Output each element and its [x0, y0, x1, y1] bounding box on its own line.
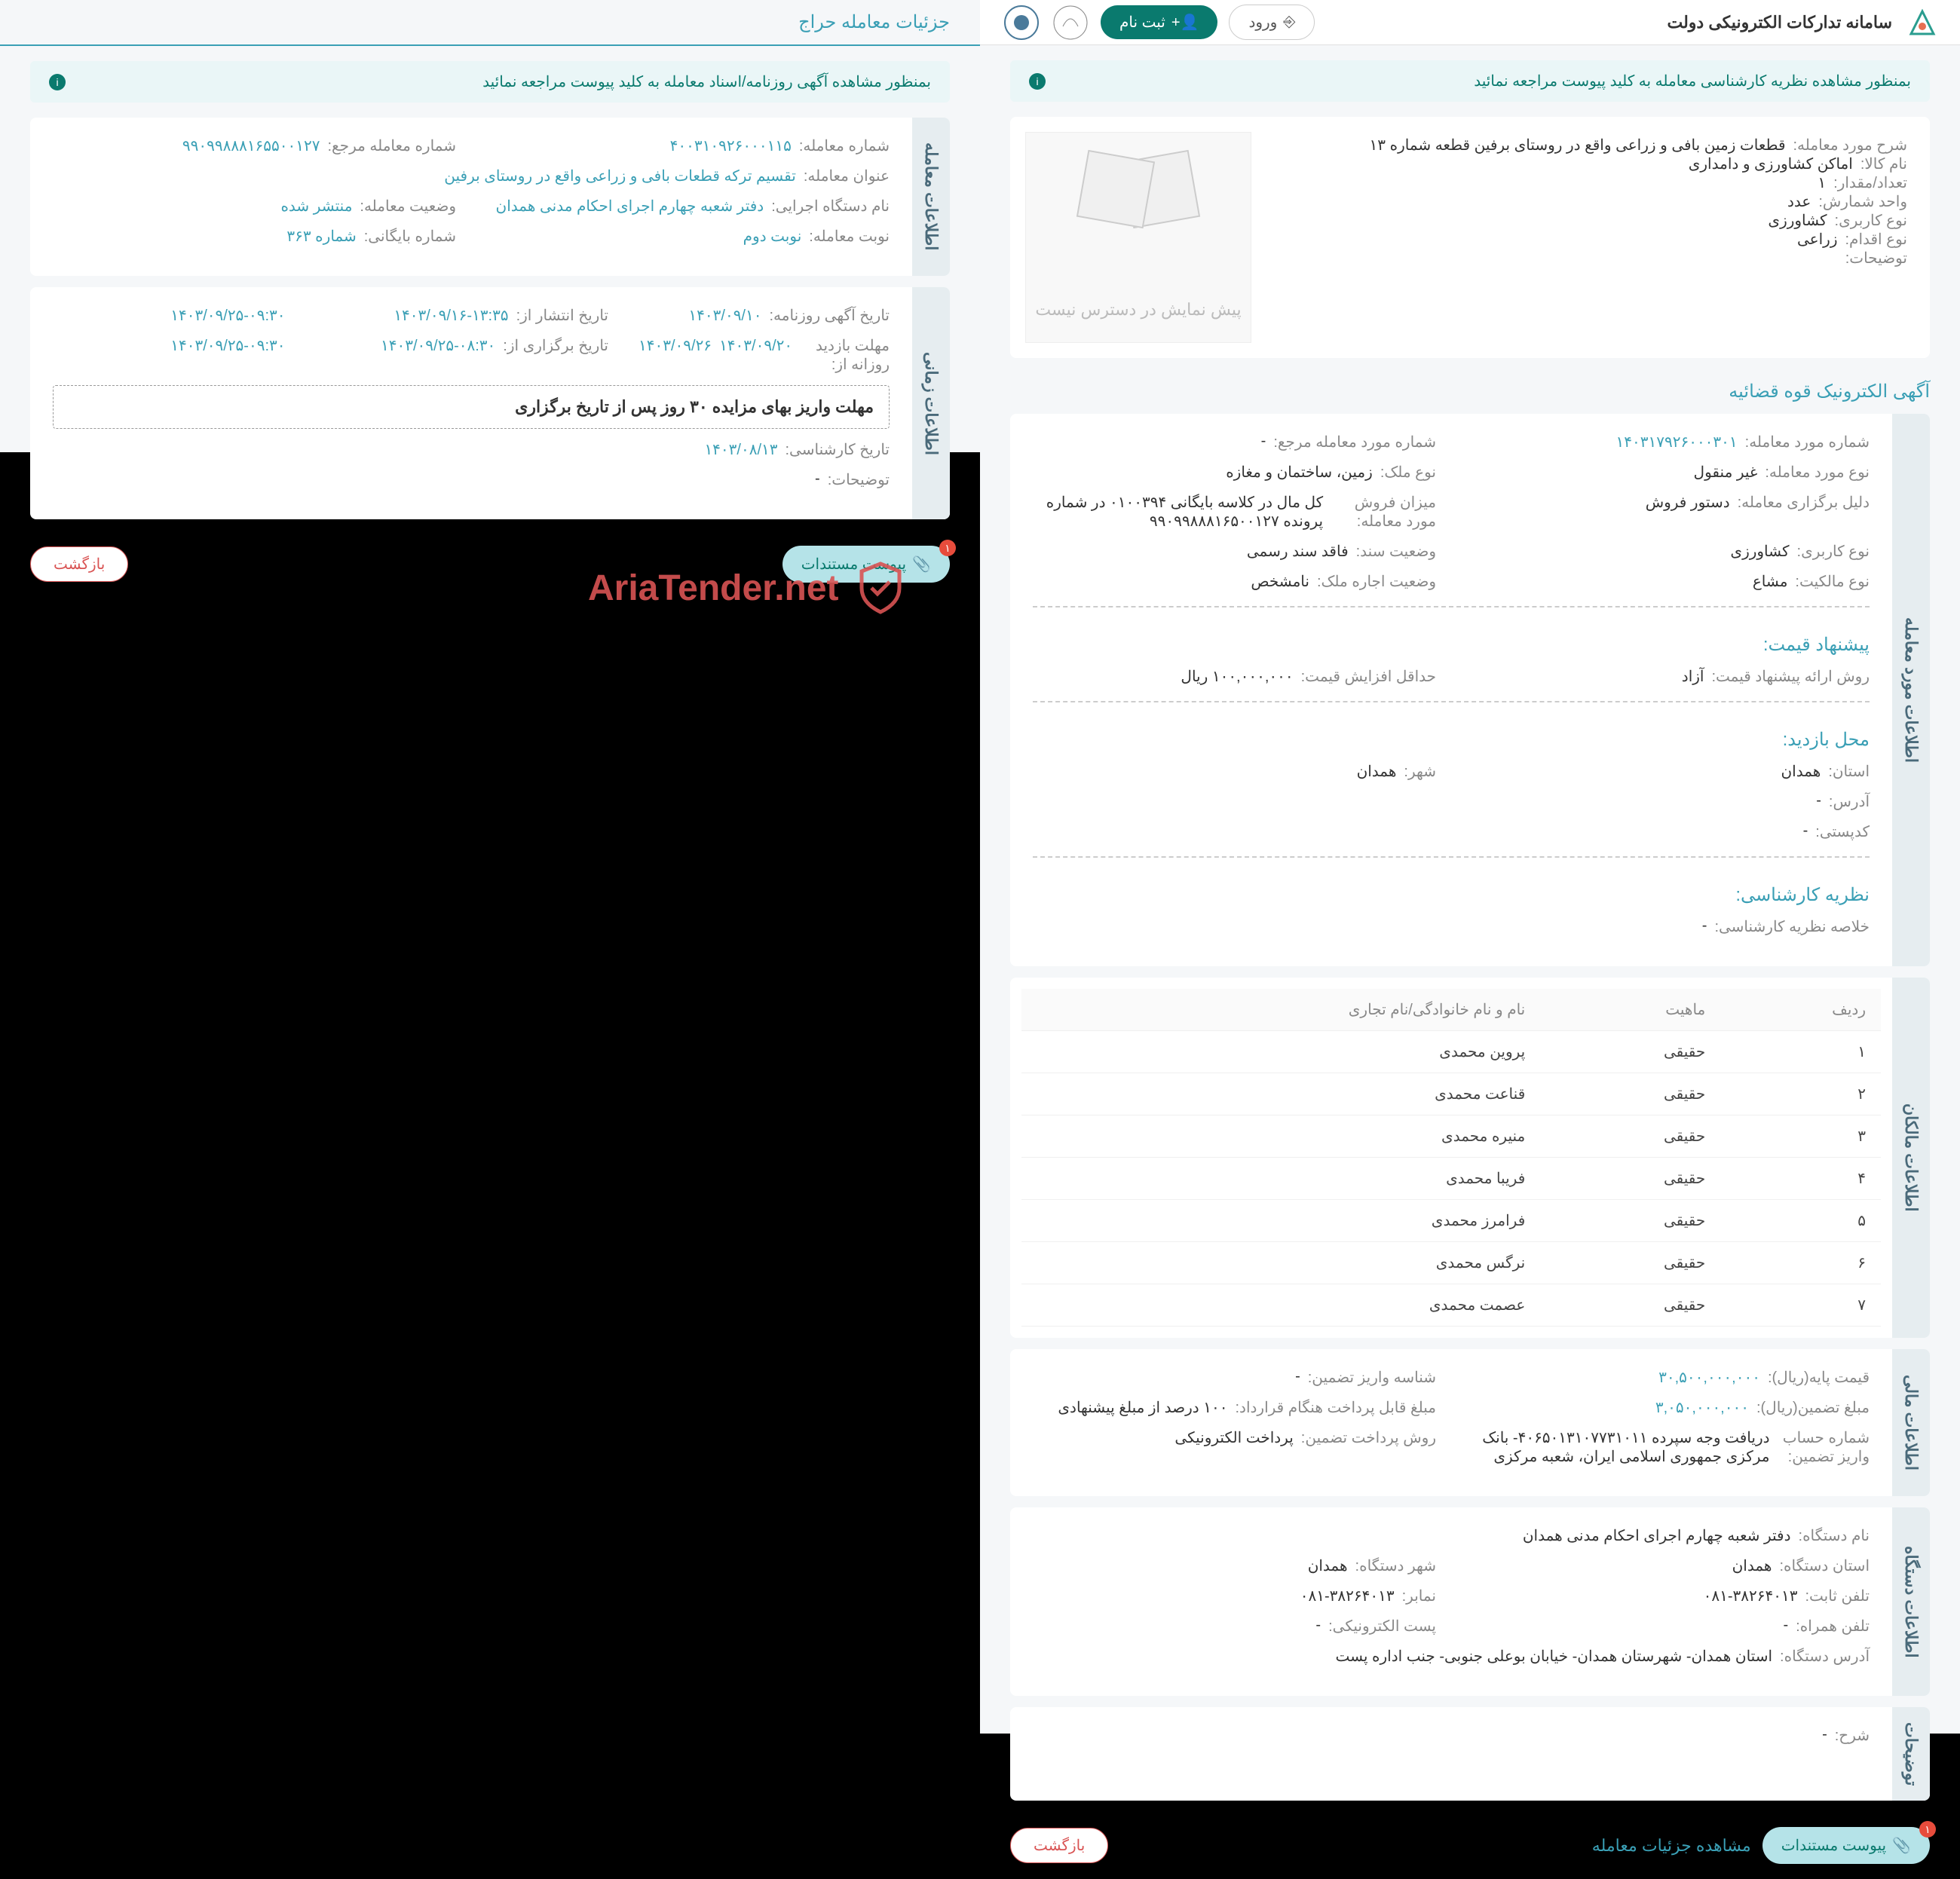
gavel-icon	[1076, 150, 1155, 228]
back-button[interactable]: بازگشت	[1010, 1828, 1108, 1863]
signup-button[interactable]: 👤+ثبت نام	[1101, 5, 1217, 39]
announce-title: آگهی الکترونیک قوه قضائیه	[1010, 369, 1930, 414]
time-info-card: اطلاعات زمانی تاریخ آگهی روزنامه:۱۴۰۳/۰۹…	[30, 287, 950, 519]
login-button[interactable]: ⎆ورود	[1229, 5, 1315, 40]
table-row: ۵حقیقیفرامرز محمدی	[1021, 1200, 1881, 1242]
org-card: اطلاعات دستگاه نام دستگاه:دفتر شعبه چهار…	[1010, 1507, 1930, 1696]
table-row: ۷حقیقیعصمت محمدی	[1021, 1284, 1881, 1327]
user-plus-icon: 👤+	[1171, 13, 1199, 32]
notice-banner: بمنظور مشاهده نظریه کارشناسی معامله به ک…	[1010, 60, 1930, 102]
login-icon: ⎆	[1283, 14, 1295, 31]
attach-button[interactable]: 📎 پیوست مستندات ۱	[1762, 1827, 1930, 1864]
notes-card: توضیحات شرح:-	[1010, 1707, 1930, 1801]
gov-logo-1	[1052, 4, 1089, 41]
owners-table: ردیف ماهیت نام و نام خانوادگی/نام تجاری …	[1021, 989, 1881, 1327]
top-info-card: شرح مورد معامله:قطعات زمین بافی و زراعی …	[1010, 117, 1930, 358]
detail-panel-title: جزئیات معامله حراج	[0, 0, 980, 46]
deadline-box: مهلت واریز بهای مزایده ۳۰ روز پس از تاری…	[53, 385, 890, 429]
notice-banner-left: بمنظور مشاهده آگهی روزنامه/اسناد معامله …	[30, 61, 950, 103]
left-back-button[interactable]: بازگشت	[30, 546, 128, 582]
shield-icon	[850, 558, 911, 618]
paperclip-icon: 📎	[1892, 1836, 1911, 1855]
image-preview: پیش نمایش در دسترس نیست	[1025, 132, 1251, 343]
table-row: ۶حقیقینرگس محمدی	[1021, 1242, 1881, 1284]
table-row: ۴حقیقیفریبا محمدی	[1021, 1158, 1881, 1200]
table-row: ۱حقیقیپروین محمدی	[1021, 1031, 1881, 1073]
info-icon: i	[1029, 73, 1046, 90]
main-panel: سامانه تدارکات الکترونیکی دولت ⎆ورود 👤+ث…	[980, 0, 1960, 1734]
info-icon: i	[49, 74, 66, 90]
table-row: ۲حقیقیقناعت محمدی	[1021, 1073, 1881, 1115]
table-row: ۳حقیقیمنیره محمدی	[1021, 1115, 1881, 1158]
detail-link[interactable]: مشاهده جزئیات معامله	[1592, 1836, 1751, 1856]
header: سامانه تدارکات الکترونیکی دولت ⎆ورود 👤+ث…	[980, 0, 1960, 45]
deal-basic-card: اطلاعات معامله شماره معامله:۴۰۰۳۱۰۹۲۶۰۰۰…	[30, 118, 950, 276]
footer-bar: 📎 پیوست مستندات ۱ مشاهده جزئیات معامله ب…	[980, 1812, 1960, 1879]
logo-main	[1907, 8, 1937, 38]
attach-badge: ۱	[939, 540, 956, 556]
owners-card: اطلاعات مالکان ردیف ماهیت نام و نام خانو…	[1010, 978, 1930, 1338]
watermark: AriaTender.net	[588, 558, 911, 618]
site-title: سامانه تدارکات الکترونیکی دولت	[1667, 13, 1892, 32]
gov-logo-2	[1003, 4, 1040, 41]
attach-badge: ۱	[1919, 1821, 1936, 1838]
paperclip-icon: 📎	[912, 555, 931, 574]
deal-info-card: اطلاعات مورد معامله شماره مورد معامله:۱۴…	[1010, 414, 1930, 966]
detail-panel: جزئیات معامله حراج بمنظور مشاهده آگهی رو…	[0, 0, 980, 452]
finance-card: اطلاعات مالی قیمت پایه(ریال):۳۰,۵۰۰,۰۰۰,…	[1010, 1349, 1930, 1496]
